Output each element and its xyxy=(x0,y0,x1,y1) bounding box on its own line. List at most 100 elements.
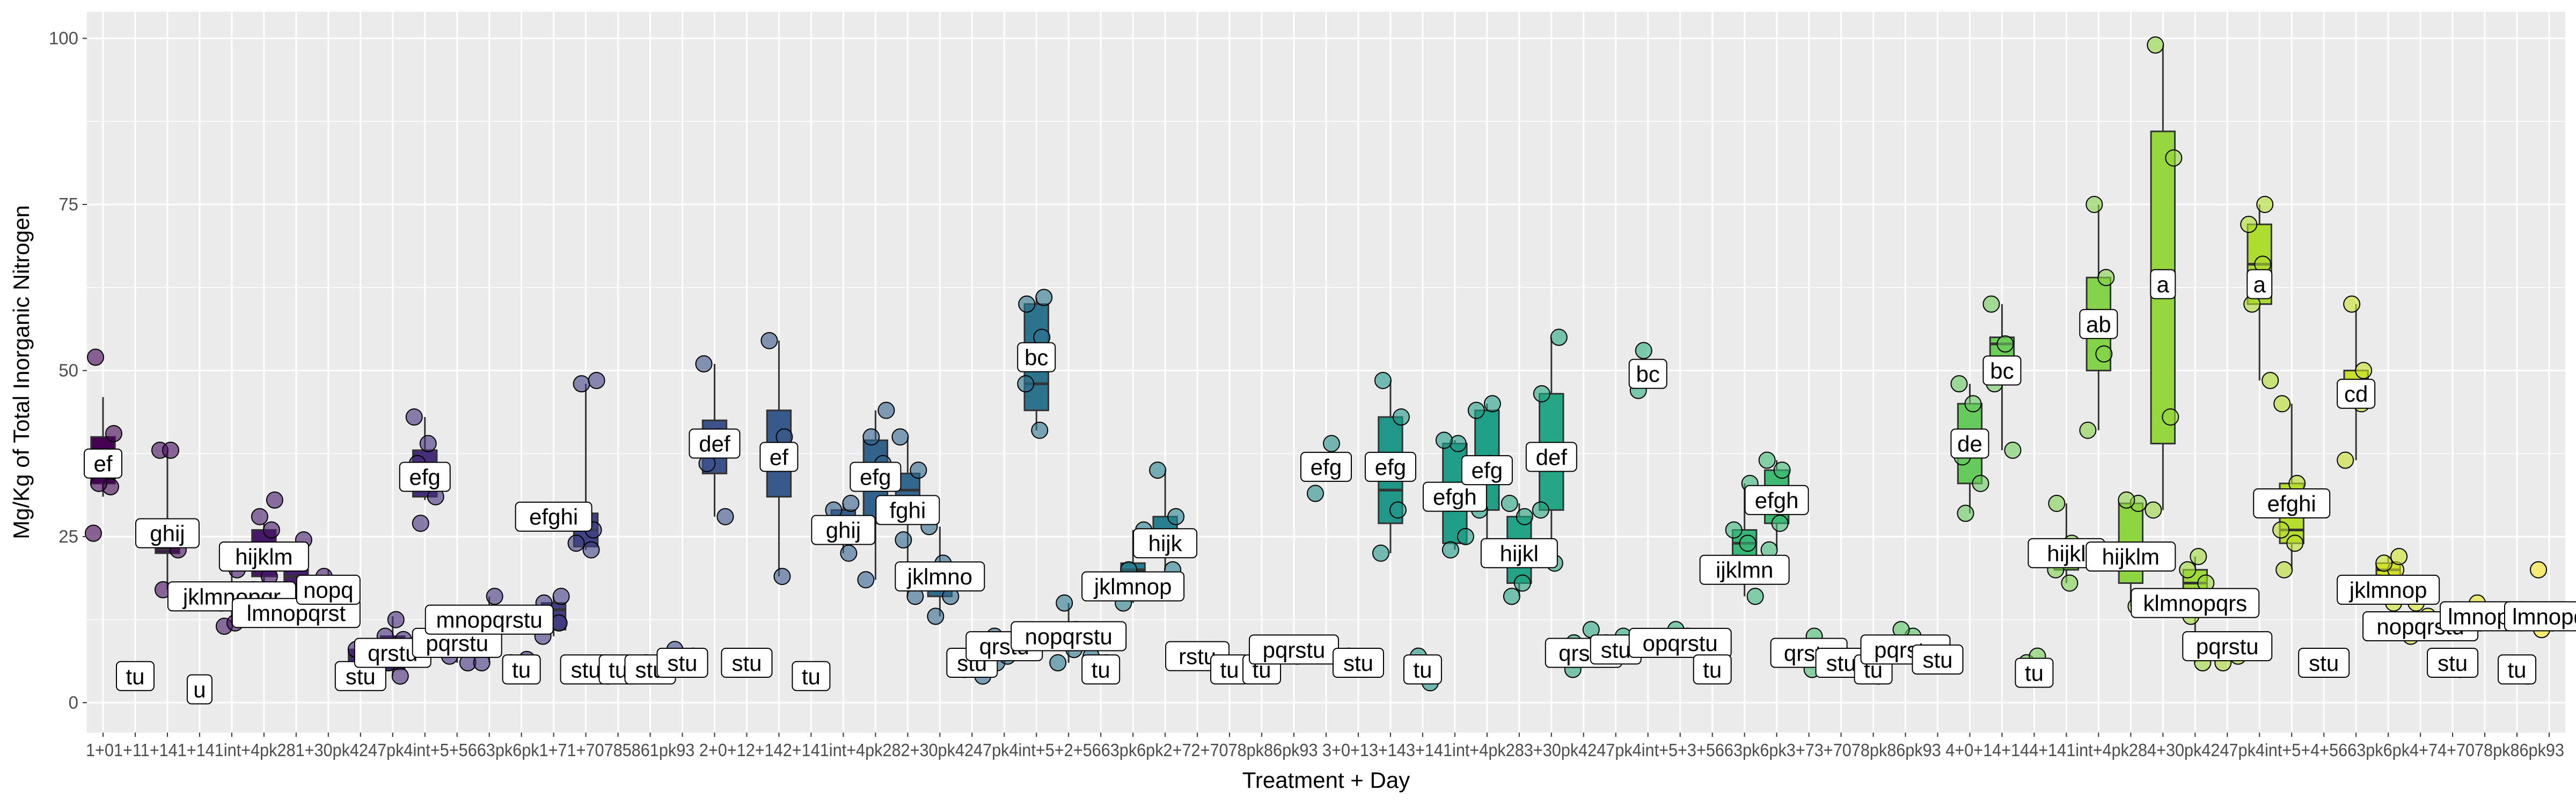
data-point xyxy=(1441,541,1459,559)
data-point xyxy=(251,508,268,525)
cld-label-box xyxy=(1912,644,1964,675)
data-point xyxy=(262,521,280,539)
cld-label-text: stu xyxy=(1922,647,1952,672)
cld-label: stu xyxy=(560,654,612,685)
cld-label-box xyxy=(2427,648,2479,678)
data-point xyxy=(1049,654,1067,672)
data-point xyxy=(387,611,405,628)
cld-label-text: rstu xyxy=(1179,644,1216,669)
data-point xyxy=(1167,508,1185,525)
data-point xyxy=(2240,216,2258,233)
cld-label-box xyxy=(2298,648,2350,678)
data-point xyxy=(1374,371,1392,389)
cld-label: ijklmn xyxy=(1699,554,1790,585)
data-point xyxy=(1773,462,1791,479)
cld-label-text: tu xyxy=(1413,657,1432,682)
cld-label-text: stu xyxy=(346,664,376,689)
cld-label-layer: eftughijujklmnopqrhijklmlmnopqrstnopqstu… xyxy=(83,269,2576,705)
cld-label: stu xyxy=(2427,648,2479,678)
cld-label-text: pqrstu xyxy=(2196,634,2259,659)
cld-label-text: lmnopq xyxy=(2512,604,2576,629)
data-point xyxy=(862,428,880,446)
cld-label: fghi xyxy=(875,495,940,525)
cld-label-text: hijk xyxy=(1148,531,1183,556)
cld-label-box xyxy=(425,604,554,635)
data-point xyxy=(2190,547,2207,565)
cld-label: tu xyxy=(502,654,541,685)
data-point xyxy=(1149,462,1167,479)
data-point xyxy=(552,588,570,605)
data-point xyxy=(2355,362,2373,379)
cld-label-box xyxy=(2085,541,2176,572)
data-point xyxy=(1957,504,1974,522)
cld-label-text: def xyxy=(699,431,730,457)
data-point xyxy=(1018,295,1036,313)
cld-label-text: tu xyxy=(2025,661,2044,686)
cld-label: efgh xyxy=(1744,485,1809,515)
data-point xyxy=(1031,421,1049,439)
cld-label-text: ghij xyxy=(150,521,185,546)
data-point xyxy=(2262,371,2279,389)
cld-label: mnopqrstu xyxy=(425,604,554,635)
data-point xyxy=(1457,528,1474,545)
data-point xyxy=(1372,544,1389,562)
data-point xyxy=(1501,494,1518,512)
cld-label-box xyxy=(875,495,940,525)
data-point xyxy=(1758,451,1776,469)
data-point xyxy=(86,348,104,366)
data-point xyxy=(1035,289,1053,306)
cld-label-box xyxy=(218,541,309,572)
cld-label-text: stu xyxy=(1601,637,1631,662)
cld-label: a xyxy=(2150,269,2176,299)
data-point xyxy=(2095,345,2113,363)
data-point xyxy=(2079,421,2097,439)
cld-label-text: efg xyxy=(860,464,891,489)
data-point xyxy=(2275,561,2293,579)
data-point xyxy=(1435,431,1453,449)
data-point xyxy=(1635,342,1652,360)
cld-label: klmnopqrs xyxy=(2131,588,2260,618)
cld-label-text: ab xyxy=(2086,312,2111,337)
cld-label-box xyxy=(1950,428,1989,459)
cld-label: efgh xyxy=(1422,481,1487,512)
cld-label: def xyxy=(689,428,741,459)
data-point xyxy=(412,515,429,532)
x-axis: 1+01+11+141+141int+4pk281+30pk4247pk4int… xyxy=(86,733,2564,760)
cld-label-box xyxy=(135,518,200,548)
data-point xyxy=(2061,574,2079,592)
data-point xyxy=(2273,395,2291,413)
cld-label-text: nopqrstu xyxy=(1024,624,1112,649)
cld-label-box xyxy=(2253,488,2331,518)
cld-label-box xyxy=(1081,571,1185,602)
cld-label: stu xyxy=(721,648,773,678)
cld-label-box xyxy=(2246,269,2273,299)
cld-label: stu xyxy=(1912,644,1964,675)
cld-label-box xyxy=(759,442,799,472)
data-point xyxy=(2162,408,2179,426)
cld-label-text: efg xyxy=(1472,458,1503,483)
cld-label-text: tu xyxy=(802,664,821,689)
cld-label-box xyxy=(895,561,985,592)
data-point xyxy=(1746,588,1764,605)
data-point xyxy=(266,491,283,509)
data-point xyxy=(1449,435,1467,452)
cld-label-text: u xyxy=(193,677,206,702)
cld-label-box xyxy=(1628,627,1732,658)
cld-label-box xyxy=(1699,554,1790,585)
cld-label: ef xyxy=(83,448,122,479)
cld-label: efg xyxy=(399,462,451,492)
cld-label-box xyxy=(1081,654,1121,685)
cld-label-box xyxy=(792,661,831,691)
cld-label: opqrstu xyxy=(1628,627,1732,658)
cld-label-box xyxy=(2182,631,2273,662)
data-point xyxy=(2085,195,2103,213)
cld-label-box xyxy=(115,661,155,691)
data-point xyxy=(105,425,122,442)
cld-label-box xyxy=(1300,451,1352,482)
y-axis-title: Mg/Kg of Total Inorganic Nitrogen xyxy=(9,205,34,539)
data-point xyxy=(162,441,179,459)
data-point xyxy=(2256,195,2274,213)
cld-label-text: pqrstu xyxy=(1263,637,1326,662)
